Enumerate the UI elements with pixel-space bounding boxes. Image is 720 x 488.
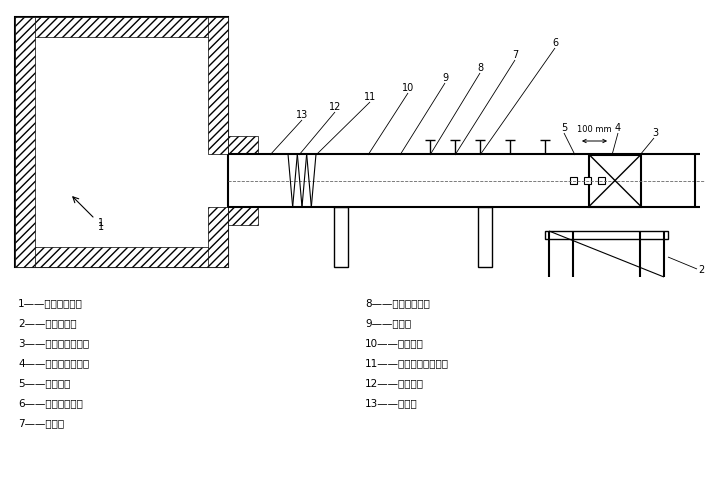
Text: 7: 7 — [512, 50, 518, 60]
Bar — [478, 207, 492, 267]
Bar — [15, 18, 35, 267]
Text: 9: 9 — [442, 73, 448, 83]
Text: 2——支撑平台；: 2——支撑平台； — [18, 317, 76, 327]
Bar — [334, 207, 348, 267]
Text: 1: 1 — [98, 222, 104, 231]
Text: 8——标准化风道；: 8——标准化风道； — [365, 297, 430, 307]
Bar — [208, 18, 228, 155]
Text: 11——电动风量调节阀；: 11——电动风量调节阀； — [365, 357, 449, 367]
Text: 2: 2 — [698, 264, 704, 274]
Text: 11: 11 — [364, 92, 376, 102]
Bar — [598, 178, 605, 184]
Text: 5——热电偶；: 5——热电偶； — [18, 377, 71, 387]
Bar — [208, 207, 228, 267]
Bar — [545, 231, 668, 240]
Text: 6: 6 — [552, 38, 558, 48]
Bar — [570, 178, 577, 184]
Text: 4——测振仪传感器；: 4——测振仪传感器； — [18, 357, 89, 367]
Bar — [15, 18, 228, 38]
Text: 10: 10 — [402, 83, 414, 93]
Text: 1: 1 — [98, 218, 104, 227]
Text: 13——炉门。: 13——炉门。 — [365, 397, 418, 407]
Text: 10——蘏流樯；: 10——蘏流樯； — [365, 337, 424, 347]
Text: 9——支架；: 9——支架； — [365, 317, 411, 327]
Bar — [583, 178, 590, 184]
Bar — [228, 137, 258, 155]
Text: 7——法兰；: 7——法兰； — [18, 417, 64, 427]
Text: 6——压力导出口；: 6——压力导出口； — [18, 397, 83, 407]
Bar — [15, 18, 228, 267]
Text: 3——消防排烟风机；: 3——消防排烟风机； — [18, 337, 89, 347]
Bar — [228, 207, 258, 225]
Text: 13: 13 — [296, 110, 308, 120]
Text: 100 mm: 100 mm — [577, 125, 612, 134]
Text: 12——集流器；: 12——集流器； — [365, 377, 424, 387]
Text: 1——试验炉内部；: 1——试验炉内部； — [18, 297, 83, 307]
Text: 12: 12 — [329, 102, 341, 112]
Bar — [589, 155, 641, 207]
Text: 5: 5 — [561, 123, 567, 133]
Text: 3: 3 — [652, 128, 658, 138]
Text: 4: 4 — [615, 123, 621, 133]
Bar — [15, 247, 228, 267]
Text: 8: 8 — [477, 63, 483, 73]
